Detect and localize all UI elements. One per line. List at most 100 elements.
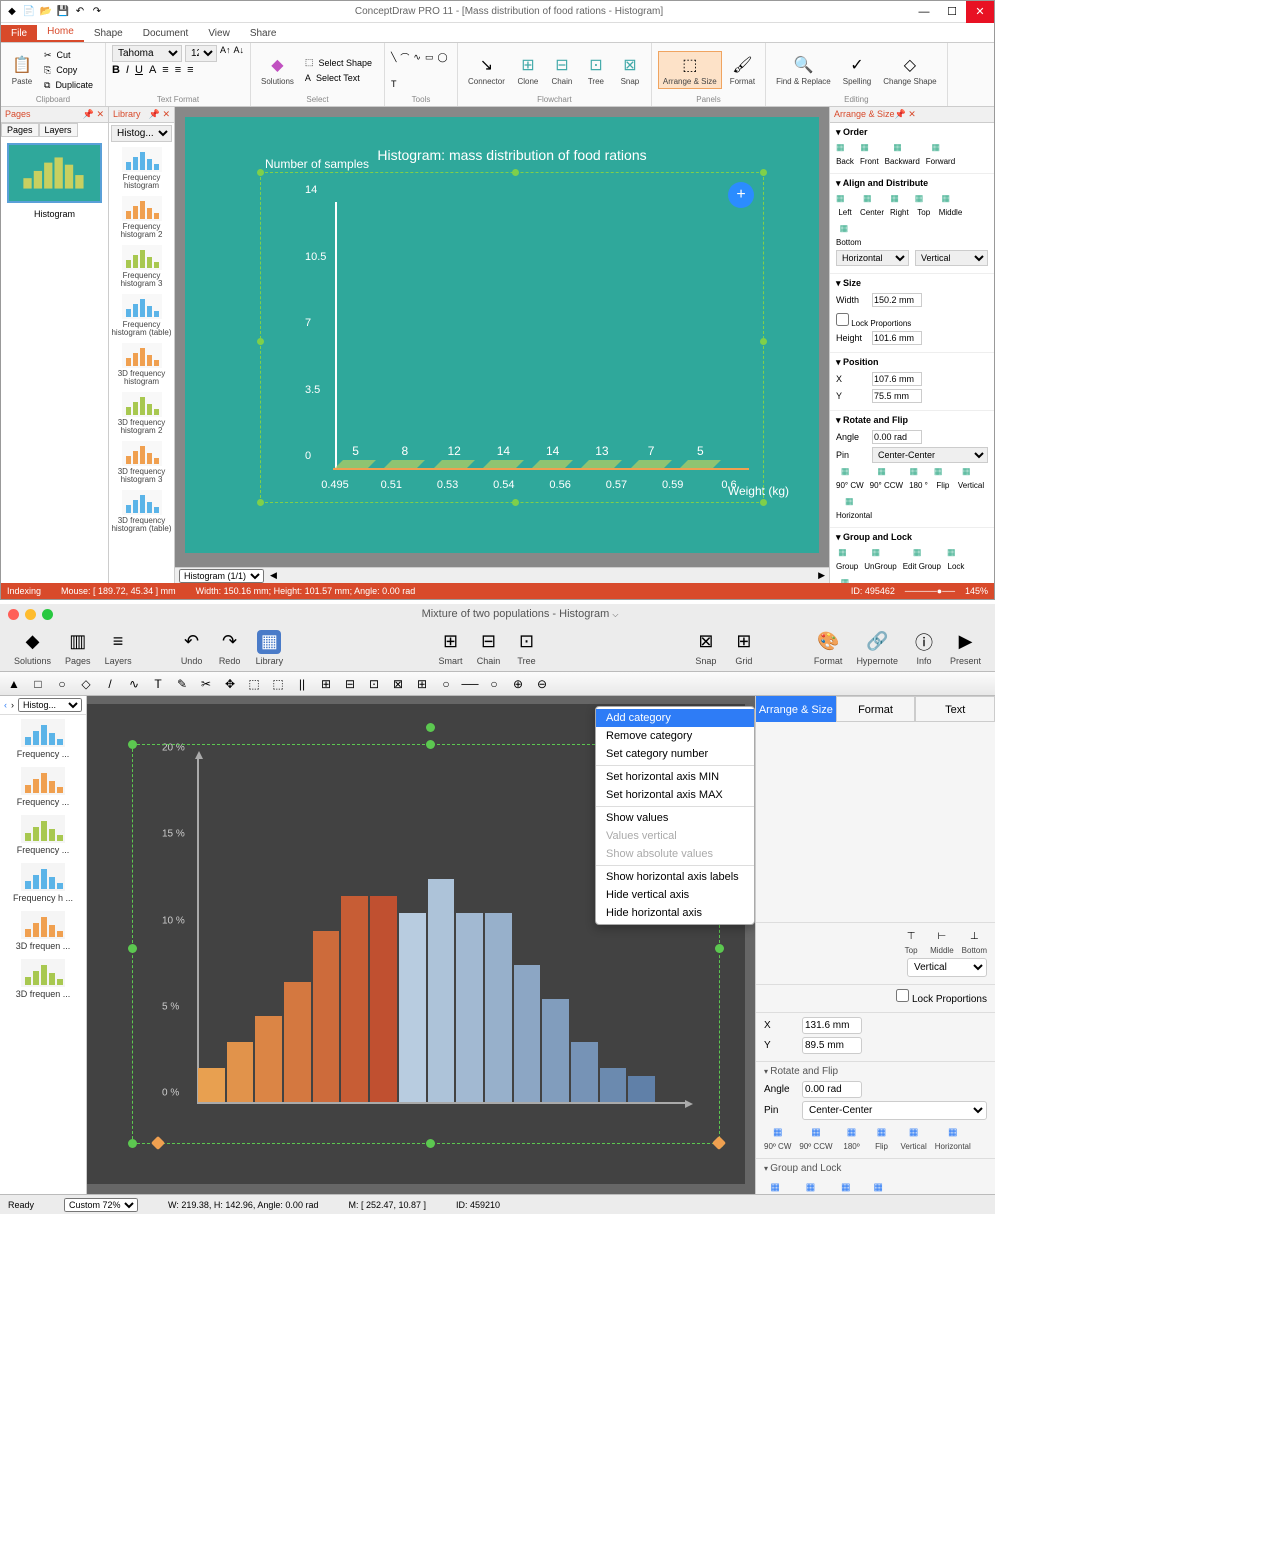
drawing-canvas[interactable]: Histogram: mass distribution of food rat… [185, 117, 819, 553]
tool-icon[interactable]: ○ [438, 676, 454, 692]
ribbon-tab-share[interactable]: Share [240, 25, 287, 42]
lock-proportions-checkbox[interactable] [836, 313, 849, 326]
angle-input[interactable] [872, 430, 922, 444]
align-bottom-button[interactable]: ⊥Bottom [962, 927, 987, 955]
tool-icon[interactable]: T [150, 676, 166, 692]
nav-fwd-icon[interactable]: › [11, 700, 14, 710]
panel-tab-arrange-size[interactable]: Arrange & Size [756, 696, 836, 722]
library-item[interactable]: Frequency histogram [109, 144, 174, 193]
middle-button[interactable]: ▦Middle [939, 193, 963, 217]
y-input[interactable] [802, 1037, 862, 1054]
close-button[interactable]: ✕ [966, 1, 994, 23]
library-item[interactable]: Frequency histogram (table) [109, 291, 174, 340]
library-item[interactable]: Frequency ... [0, 715, 86, 763]
ribbon-tab-shape[interactable]: Shape [84, 25, 133, 42]
align-center-icon[interactable]: ≡ [175, 64, 181, 76]
library-item[interactable]: 3D frequen ... [0, 907, 86, 955]
page-thumbnail[interactable] [7, 143, 102, 203]
back-button[interactable]: ▦Back [836, 142, 854, 166]
flip-button[interactable]: ▦Flip [934, 466, 952, 490]
library-item[interactable]: Frequency h ... [0, 859, 86, 907]
library-item[interactable]: 3D frequency histogram [109, 340, 174, 389]
hypernote-button[interactable]: 🔗Hypernote [852, 628, 902, 668]
sheet-select[interactable]: Histogram (1/1) [179, 569, 264, 583]
menu-item-set-horizontal-axis-min[interactable]: Set horizontal axis MIN [596, 768, 754, 786]
font-color-button[interactable]: A [149, 64, 156, 76]
library-item[interactable]: Frequency histogram 3 [109, 242, 174, 291]
x-input[interactable] [802, 1017, 862, 1034]
menu-item-show-values[interactable]: Show values [596, 809, 754, 827]
font-size-select[interactable]: 12 [185, 45, 217, 62]
top-button[interactable]: ▦Top [915, 193, 933, 217]
ellipse-tool-icon[interactable]: ◯ [437, 52, 447, 63]
90-cw-button[interactable]: ▦90º CW [764, 1123, 791, 1151]
new-icon[interactable]: 📄 [22, 5, 36, 19]
ribbon-tab-document[interactable]: Document [133, 25, 199, 42]
ribbon-tab-view[interactable]: View [198, 25, 240, 42]
width-input[interactable] [872, 293, 922, 307]
format-button[interactable]: 🎨Format [810, 628, 847, 668]
lock-proportions-checkbox[interactable] [896, 989, 909, 1002]
layers-button[interactable]: ≡Layers [101, 628, 136, 668]
tool-icon[interactable]: ⊖ [534, 676, 550, 692]
scroll-left-icon[interactable]: ◀ [270, 570, 277, 581]
undo-button[interactable]: ↶Undo [176, 628, 208, 668]
maximize-button[interactable]: ☐ [938, 1, 966, 23]
minimize-button[interactable]: — [910, 1, 938, 23]
tree-button[interactable]: ⊡Tree [581, 52, 611, 88]
forward-button[interactable]: ▦Forward [926, 142, 955, 166]
minimize-button[interactable] [25, 609, 36, 620]
menu-item-hide-horizontal-axis[interactable]: Hide horizontal axis [596, 904, 754, 922]
menu-item-add-category[interactable]: Add category [596, 709, 754, 727]
curve-tool-icon[interactable]: ∿ [413, 52, 421, 63]
arc-tool-icon[interactable]: ⌒ [400, 51, 409, 64]
library-item[interactable]: 3D frequency histogram (table) [109, 487, 174, 536]
180--button[interactable]: ▦180 ° [909, 466, 928, 490]
vertical-button[interactable]: ▦Vertical [958, 466, 984, 490]
duplicate-button[interactable]: ⧉ Duplicate [41, 78, 99, 92]
shrink-font-icon[interactable]: A↓ [233, 45, 244, 62]
zoom-button[interactable] [42, 609, 53, 620]
close-button[interactable] [8, 609, 19, 620]
chain-button[interactable]: ⊟Chain [473, 628, 505, 668]
italic-button[interactable]: I [126, 64, 129, 76]
present-button[interactable]: ▶Present [946, 628, 985, 668]
align-middle-button[interactable]: ⊢Middle [930, 927, 954, 955]
tool-icon[interactable]: ◇ [78, 676, 94, 692]
menu-item-hide-vertical-axis[interactable]: Hide vertical axis [596, 886, 754, 904]
pin-icon[interactable]: 📌 ✕ [149, 109, 170, 120]
zoom-select[interactable]: Custom 72% [64, 1198, 138, 1212]
group-button[interactable]: ▦Group [764, 1178, 786, 1194]
tool-icon[interactable]: ○ [54, 676, 70, 692]
left-button[interactable]: ▦Left [836, 193, 854, 217]
tool-icon[interactable]: ▲ [6, 676, 22, 692]
solutions-button[interactable]: ◆Solutions [10, 628, 55, 668]
info-button[interactable]: ⓘInfo [908, 628, 940, 668]
layers-subtab[interactable]: Layers [39, 123, 78, 137]
text-tool-icon[interactable]: T [391, 79, 397, 89]
tool-icon[interactable]: ⬚ [270, 676, 286, 692]
align-left-icon[interactable]: ≡ [162, 64, 168, 76]
underline-button[interactable]: U [135, 64, 143, 76]
library-item[interactable]: 3D frequency histogram 3 [109, 438, 174, 487]
panel-tab-text[interactable]: Text [915, 696, 995, 722]
menu-item-remove-category[interactable]: Remove category [596, 727, 754, 745]
redo-button[interactable]: ↷Redo [214, 628, 246, 668]
library-combo[interactable]: Histog... [111, 125, 172, 142]
grow-font-icon[interactable]: A↑ [220, 45, 231, 62]
ungroup-button[interactable]: ▦UnGroup [864, 547, 896, 571]
copy-button[interactable]: ⎘ Copy [41, 63, 99, 77]
chain-button[interactable]: ⊟Chain [547, 52, 577, 88]
tool-icon[interactable]: / [102, 676, 118, 692]
pin-icon[interactable]: 📌 ✕ [895, 109, 916, 119]
backward-button[interactable]: ▦Backward [885, 142, 920, 166]
arrange-size-button[interactable]: ⬚Arrange & Size [658, 51, 722, 89]
pages-button[interactable]: ▥Pages [61, 628, 95, 668]
cut-button[interactable]: ✂ Cut [41, 48, 99, 62]
tool-icon[interactable]: ⊡ [366, 676, 382, 692]
library-item[interactable]: Frequency histogram 2 [109, 193, 174, 242]
library-item[interactable]: 3D frequency histogram 2 [109, 389, 174, 438]
open-icon[interactable]: 📂 [39, 5, 53, 19]
tool-icon[interactable]: ∿ [126, 676, 142, 692]
lock-button[interactable]: ▦Lock [947, 547, 965, 571]
